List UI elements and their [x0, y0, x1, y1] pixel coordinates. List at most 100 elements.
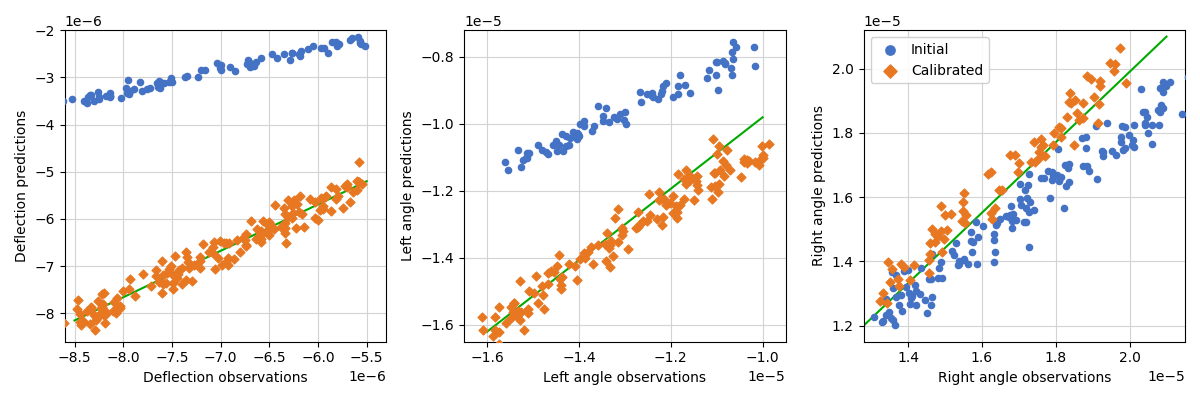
Initial	[1139, 130, 1158, 136]
Calibrated	[488, 345, 508, 351]
Initial	[902, 293, 922, 299]
Initial	[984, 259, 1003, 265]
Calibrated	[936, 212, 955, 218]
Calibrated	[565, 263, 584, 269]
Calibrated	[178, 253, 197, 260]
Initial	[1056, 162, 1075, 168]
Calibrated	[265, 202, 284, 208]
Calibrated	[236, 242, 256, 248]
Initial	[902, 295, 922, 301]
Initial	[942, 248, 961, 254]
Calibrated	[348, 178, 367, 184]
Calibrated	[95, 312, 114, 318]
Initial	[1001, 203, 1020, 209]
Calibrated	[275, 224, 294, 231]
Calibrated	[992, 187, 1012, 194]
Calibrated	[1091, 78, 1110, 84]
Calibrated	[568, 277, 587, 284]
Calibrated	[754, 155, 773, 161]
Initial	[931, 259, 950, 265]
Calibrated	[688, 187, 707, 193]
Initial	[1025, 206, 1044, 213]
Initial	[912, 265, 931, 271]
Initial	[923, 294, 942, 300]
Initial	[119, 91, 138, 97]
Initial	[132, 88, 151, 94]
Initial	[605, 114, 624, 120]
Initial	[155, 80, 174, 86]
Calibrated	[276, 220, 295, 226]
Calibrated	[731, 174, 750, 180]
Calibrated	[608, 206, 628, 212]
Calibrated	[637, 218, 656, 224]
Calibrated	[1061, 90, 1080, 96]
Initial	[1058, 164, 1078, 171]
Calibrated	[292, 211, 311, 217]
Calibrated	[247, 226, 266, 232]
Calibrated	[578, 249, 598, 256]
Initial	[1001, 212, 1020, 218]
Calibrated	[888, 276, 907, 282]
Calibrated	[508, 312, 527, 319]
Initial	[574, 123, 593, 129]
Initial	[918, 309, 937, 316]
Initial	[1019, 209, 1038, 215]
Initial	[872, 319, 892, 325]
Calibrated	[1030, 149, 1049, 155]
Initial	[1134, 109, 1153, 116]
Initial	[282, 50, 301, 56]
Initial	[1093, 153, 1112, 159]
Initial	[575, 118, 594, 124]
Initial	[726, 44, 745, 50]
Calibrated	[1051, 134, 1070, 140]
Calibrated	[349, 179, 368, 186]
Calibrated	[217, 258, 236, 265]
Calibrated	[524, 290, 544, 296]
Calibrated	[680, 177, 700, 184]
Initial	[607, 116, 626, 122]
Initial	[538, 150, 557, 157]
Calibrated	[86, 316, 106, 323]
Initial	[916, 296, 935, 303]
Calibrated	[283, 203, 302, 210]
Calibrated	[602, 252, 622, 259]
Initial	[568, 132, 587, 138]
Initial	[568, 135, 587, 142]
Initial	[511, 164, 530, 170]
Calibrated	[990, 187, 1009, 193]
Initial	[1002, 218, 1021, 224]
Calibrated	[271, 224, 290, 230]
Initial	[961, 238, 980, 244]
Calibrated	[511, 308, 530, 315]
Initial	[905, 282, 924, 288]
Calibrated	[308, 216, 328, 223]
Initial	[1150, 122, 1169, 128]
Initial	[160, 79, 179, 85]
Initial	[290, 53, 310, 59]
Calibrated	[173, 264, 192, 271]
Initial	[326, 39, 346, 45]
Calibrated	[162, 271, 181, 277]
Calibrated	[259, 219, 278, 226]
Initial	[1049, 178, 1068, 184]
Initial	[559, 142, 578, 148]
Initial	[1116, 124, 1135, 130]
Calibrated	[341, 199, 360, 205]
Calibrated	[146, 272, 166, 279]
Initial	[89, 94, 108, 100]
Initial	[1152, 102, 1171, 108]
Calibrated	[106, 310, 125, 316]
Initial	[1142, 140, 1162, 147]
Calibrated	[551, 276, 570, 282]
Calibrated	[932, 249, 952, 256]
Calibrated	[194, 240, 214, 247]
X-axis label: Deflection observations: Deflection observations	[143, 371, 307, 385]
Calibrated	[612, 225, 631, 231]
Initial	[518, 155, 538, 161]
Calibrated	[520, 288, 539, 294]
Initial	[899, 267, 918, 273]
Initial	[642, 92, 661, 98]
Calibrated	[640, 212, 659, 219]
Calibrated	[104, 299, 124, 305]
Calibrated	[163, 286, 182, 292]
